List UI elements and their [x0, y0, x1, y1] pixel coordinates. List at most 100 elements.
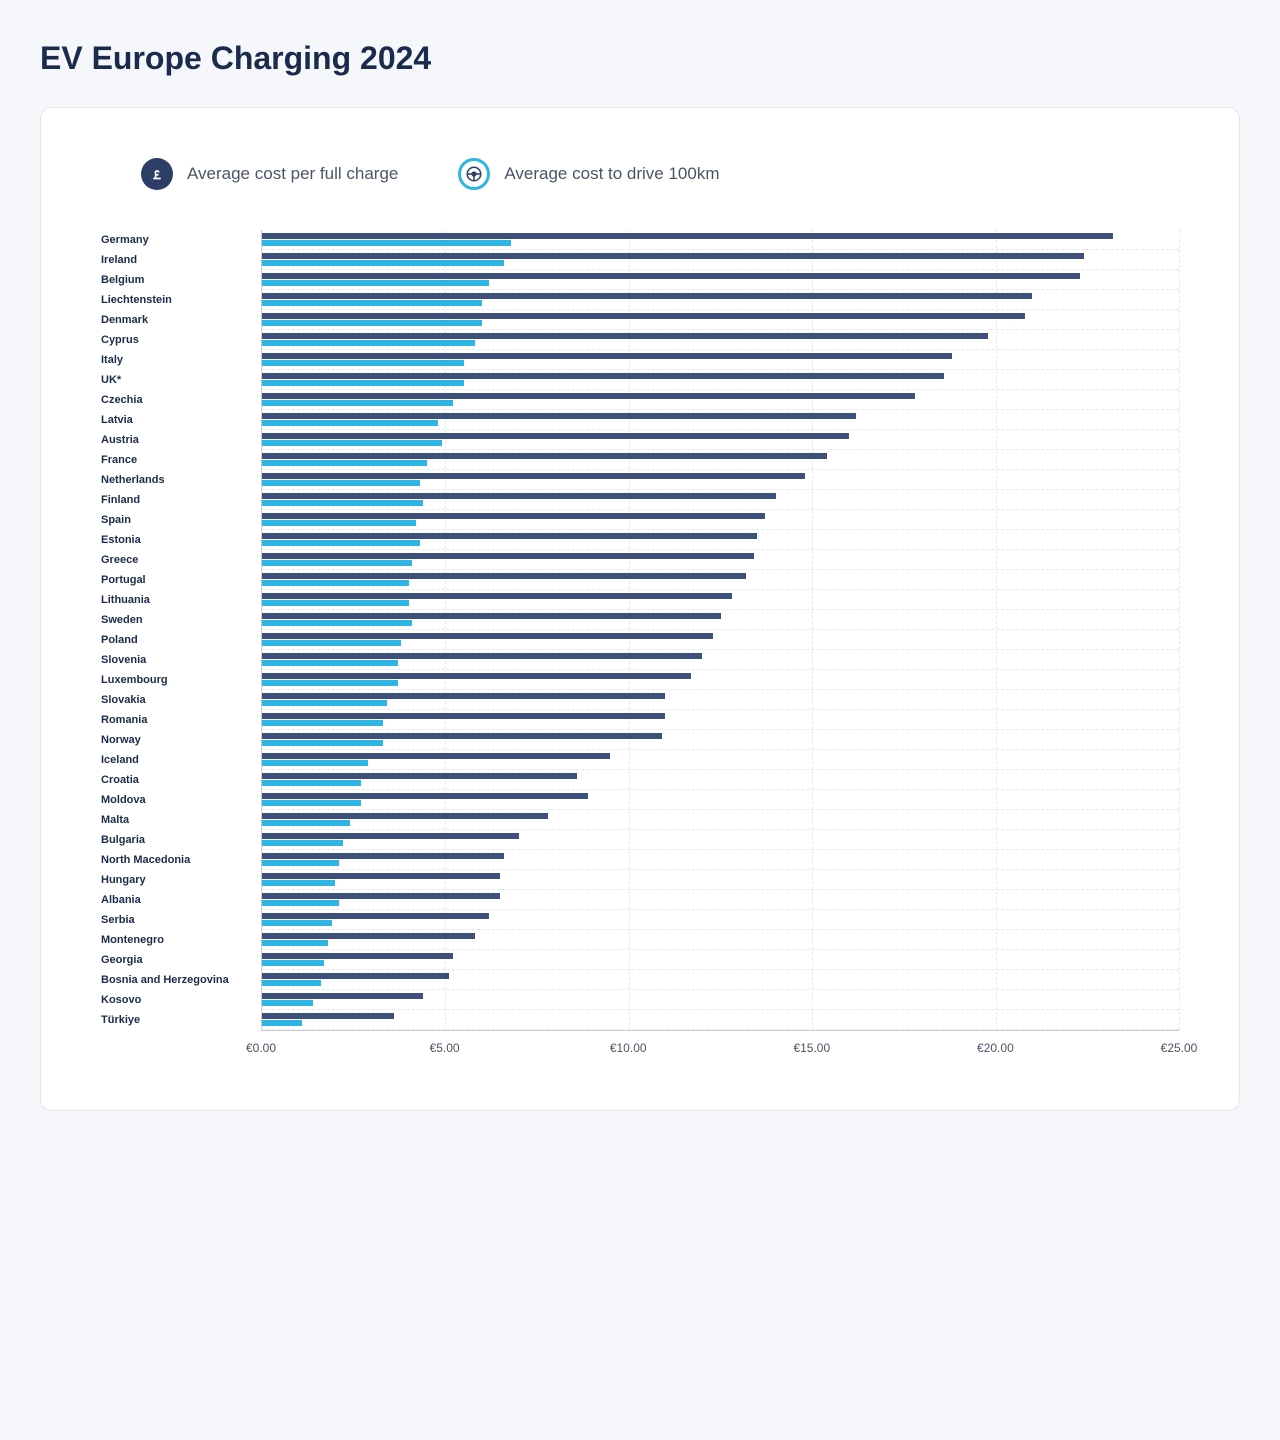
bar-full-charge [262, 453, 827, 459]
x-tick-label: €5.00 [430, 1041, 460, 1055]
bar-row [262, 850, 1179, 870]
bar-row [262, 450, 1179, 470]
bar-row [262, 610, 1179, 630]
bar-row [262, 950, 1179, 970]
bar-row [262, 490, 1179, 510]
bar-row [262, 430, 1179, 450]
country-label: Iceland [101, 750, 261, 770]
bar-per-100km [262, 900, 339, 906]
bar-full-charge [262, 233, 1113, 239]
country-label: Norway [101, 730, 261, 750]
bar-row [262, 830, 1179, 850]
bar-per-100km [262, 620, 412, 626]
bar-per-100km [262, 780, 361, 786]
bar-row [262, 410, 1179, 430]
country-label: Bulgaria [101, 830, 261, 850]
country-label: Serbia [101, 910, 261, 930]
country-label: UK* [101, 370, 261, 390]
bar-row [262, 690, 1179, 710]
country-label: Croatia [101, 770, 261, 790]
country-label: Kosovo [101, 990, 261, 1010]
bar-row [262, 590, 1179, 610]
country-label: Hungary [101, 870, 261, 890]
country-label: North Macedonia [101, 850, 261, 870]
bar-full-charge [262, 1013, 394, 1019]
bar-row [262, 510, 1179, 530]
bar-per-100km [262, 640, 401, 646]
bar-per-100km [262, 740, 383, 746]
bar-full-charge [262, 293, 1032, 299]
country-label: Italy [101, 350, 261, 370]
country-label: Austria [101, 430, 261, 450]
bar-per-100km [262, 1020, 302, 1026]
plot-area [261, 230, 1179, 1030]
country-label: Slovakia [101, 690, 261, 710]
legend-label-100km: Average cost to drive 100km [504, 164, 719, 184]
country-label: Georgia [101, 950, 261, 970]
bar-full-charge [262, 493, 776, 499]
bar-full-charge [262, 513, 765, 519]
country-label: Sweden [101, 610, 261, 630]
bar-full-charge [262, 573, 746, 579]
bar-row [262, 290, 1179, 310]
bar-row [262, 750, 1179, 770]
bar-per-100km [262, 760, 368, 766]
bar-row [262, 370, 1179, 390]
bar-row [262, 390, 1179, 410]
country-label: Cyprus [101, 330, 261, 350]
country-label: Malta [101, 810, 261, 830]
country-label: Latvia [101, 410, 261, 430]
bar-full-charge [262, 973, 449, 979]
bar-per-100km [262, 660, 398, 666]
pound-icon [141, 158, 173, 190]
country-label: Liechtenstein [101, 290, 261, 310]
country-label: Denmark [101, 310, 261, 330]
bar-full-charge [262, 313, 1025, 319]
bar-row [262, 810, 1179, 830]
bar-full-charge [262, 353, 952, 359]
bar-per-100km [262, 300, 482, 306]
chart-card: Average cost per full charge Average cos… [40, 107, 1240, 1111]
bar-per-100km [262, 940, 328, 946]
bar-per-100km [262, 520, 416, 526]
bar-per-100km [262, 400, 453, 406]
bar-row [262, 310, 1179, 330]
bar-full-charge [262, 733, 662, 739]
bar-full-charge [262, 553, 754, 559]
bar-full-charge [262, 413, 856, 419]
country-label: Portugal [101, 570, 261, 590]
bar-full-charge [262, 473, 805, 479]
steering-icon [458, 158, 490, 190]
country-label: Luxembourg [101, 670, 261, 690]
bar-row [262, 630, 1179, 650]
country-label: Germany [101, 230, 261, 250]
bar-full-charge [262, 593, 732, 599]
bar-per-100km [262, 920, 332, 926]
country-label: Greece [101, 550, 261, 570]
bar-full-charge [262, 433, 849, 439]
bar-per-100km [262, 480, 420, 486]
bar-row [262, 870, 1179, 890]
bar-row [262, 470, 1179, 490]
bar-per-100km [262, 440, 442, 446]
bar-row [262, 730, 1179, 750]
bar-per-100km [262, 500, 423, 506]
bar-row [262, 970, 1179, 990]
country-label: Estonia [101, 530, 261, 550]
country-label: Slovenia [101, 650, 261, 670]
x-tick-label: €10.00 [610, 1041, 647, 1055]
bar-row [262, 570, 1179, 590]
bar-per-100km [262, 680, 398, 686]
bar-row [262, 270, 1179, 290]
bar-full-charge [262, 953, 453, 959]
bar-full-charge [262, 793, 588, 799]
bar-per-100km [262, 720, 383, 726]
bar-row [262, 330, 1179, 350]
bar-row [262, 890, 1179, 910]
bar-full-charge [262, 713, 665, 719]
bar-per-100km [262, 820, 350, 826]
bar-per-100km [262, 360, 464, 366]
legend-label-full-charge: Average cost per full charge [187, 164, 398, 184]
bar-per-100km [262, 1000, 313, 1006]
bar-row [262, 250, 1179, 270]
